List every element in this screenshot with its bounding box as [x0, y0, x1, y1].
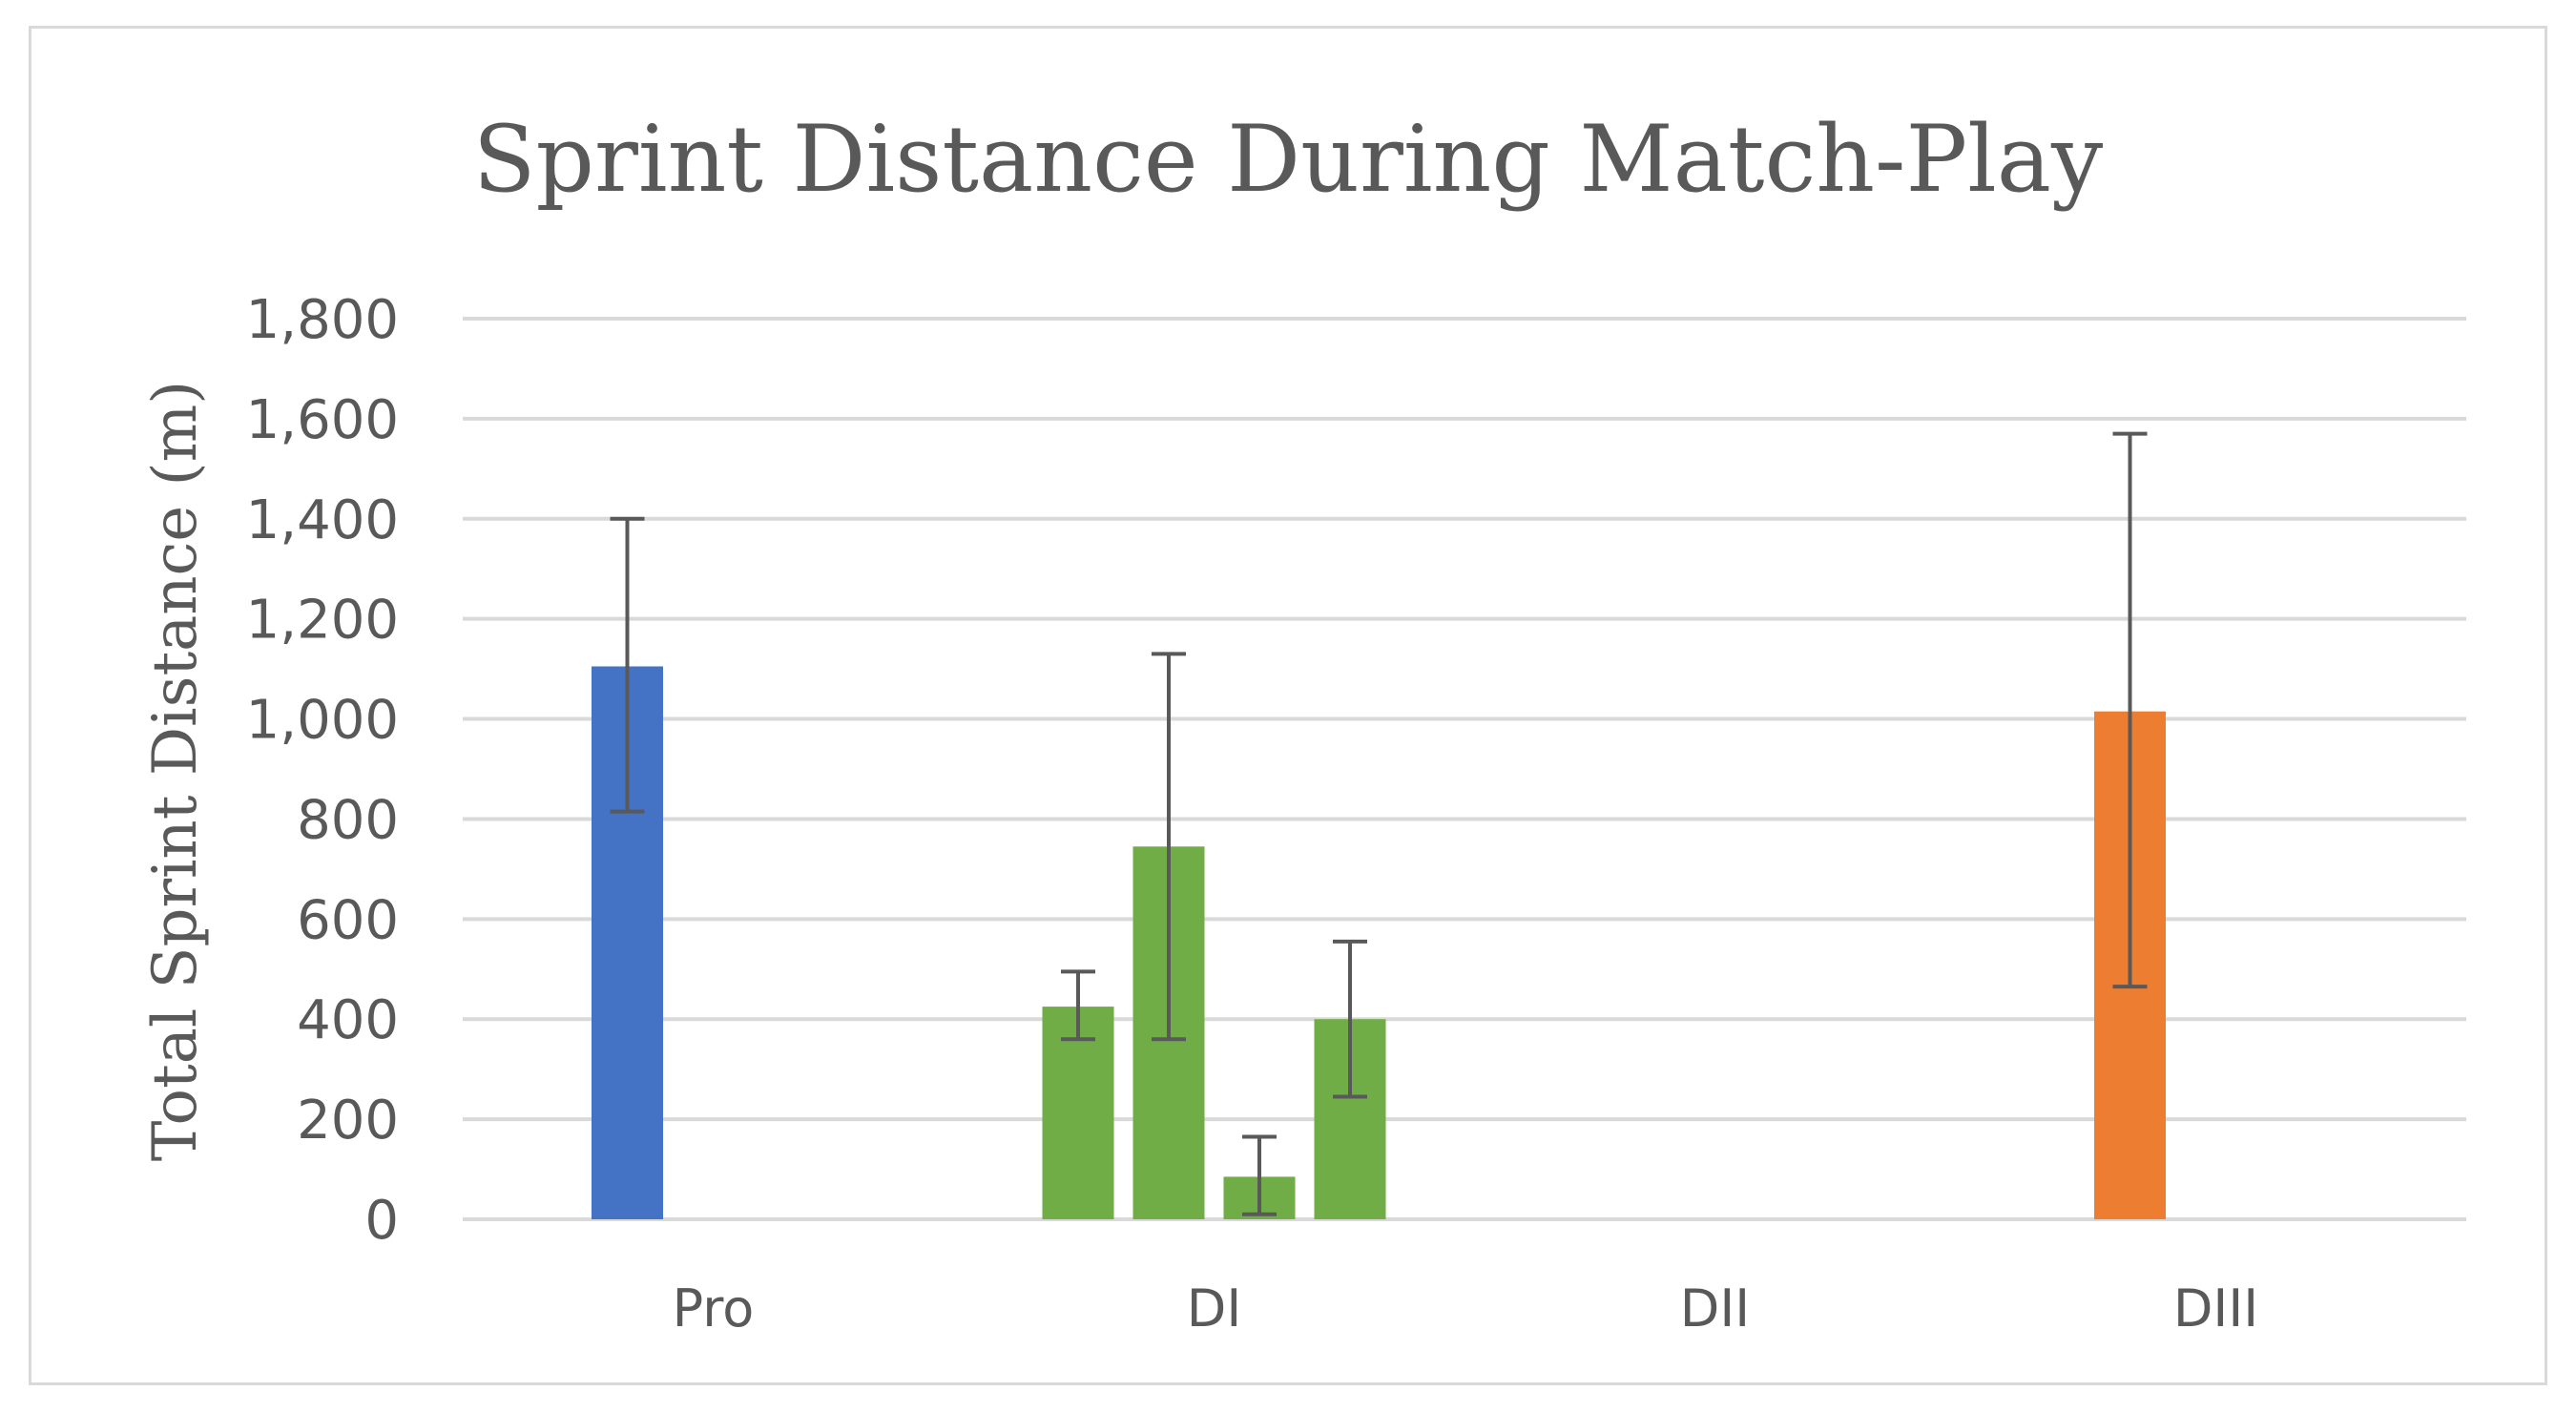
x-axis-categories: Pro DI DII DIII	[673, 1278, 2259, 1339]
x-category-label: DII	[1680, 1278, 1750, 1339]
bars	[592, 666, 2166, 1219]
error-bars	[610, 431, 2148, 1216]
y-tick-label: 400	[297, 989, 399, 1051]
y-tick-label: 200	[297, 1090, 399, 1152]
x-category-label: DIII	[2173, 1278, 2258, 1339]
chart-title: Sprint Distance During Match-Play	[473, 106, 2104, 213]
y-tick-label: 0	[364, 1190, 399, 1252]
y-tick-label: 1,400	[246, 489, 399, 551]
x-category-label: DI	[1187, 1278, 1242, 1339]
bar	[1042, 1007, 1114, 1219]
y-tick-label: 1,000	[246, 690, 399, 752]
y-tick-label: 1,600	[246, 389, 399, 451]
y-tick-label: 1,800	[246, 289, 399, 351]
y-tick-label: 1,200	[246, 590, 399, 652]
y-axis-title: Total Sprint Distance (m)	[140, 381, 211, 1162]
y-axis-ticks: 0 200 400 600 800 1,000 1,200 1,400 1,600 1,800	[246, 289, 399, 1252]
y-tick-label: 800	[297, 789, 399, 851]
x-category-label: Pro	[673, 1278, 755, 1339]
y-tick-label: 600	[297, 889, 399, 951]
